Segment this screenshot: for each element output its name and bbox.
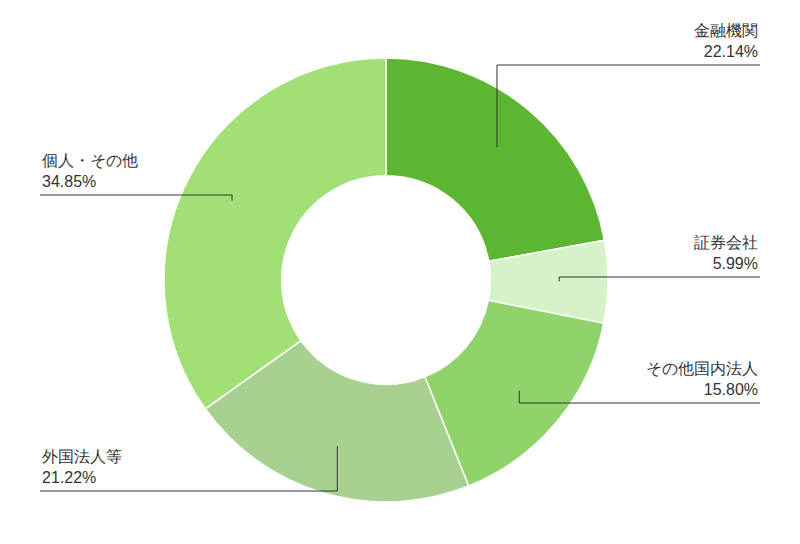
- svg-text:個人・その他34.85%: 個人・その他34.85%: [42, 152, 138, 190]
- svg-text:その他国内法人15.80%: その他国内法人15.80%: [646, 360, 758, 398]
- svg-text:金融機関22.14%: 金融機関22.14%: [694, 22, 758, 60]
- svg-text:外国法人等21.22%: 外国法人等21.22%: [42, 448, 122, 486]
- svg-text:証券会社5.99%: 証券会社5.99%: [694, 234, 758, 272]
